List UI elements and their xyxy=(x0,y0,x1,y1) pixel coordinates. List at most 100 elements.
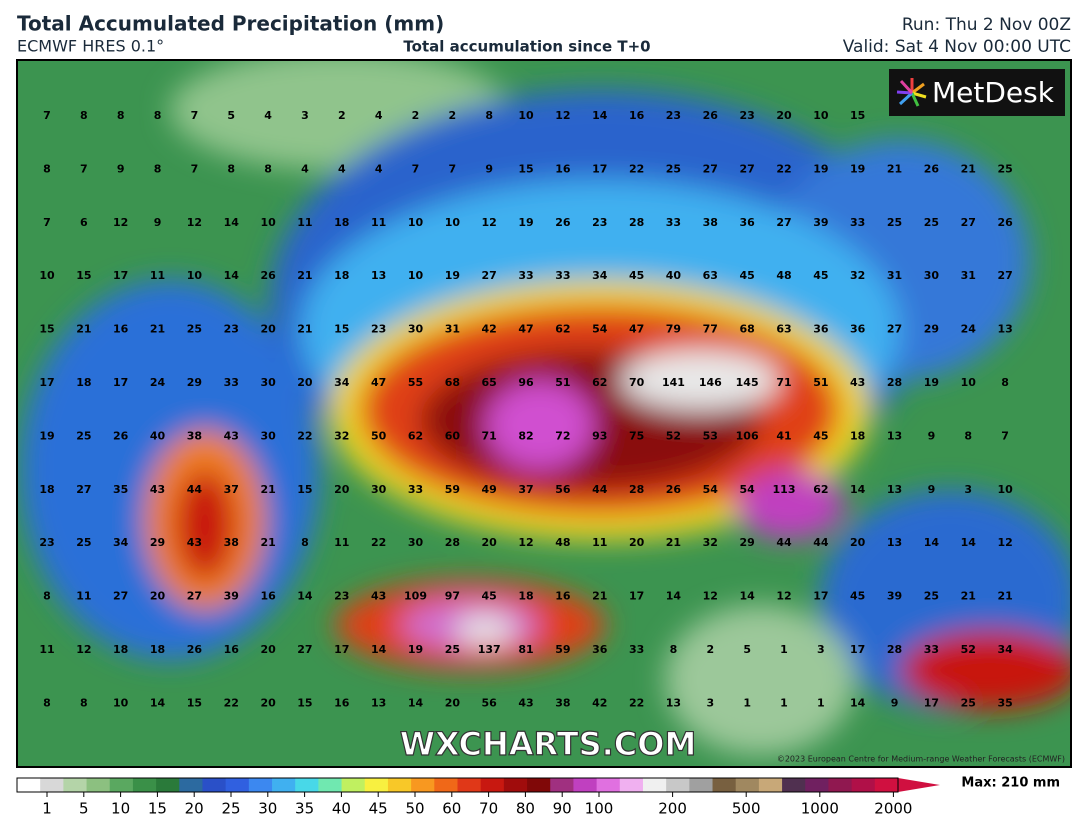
grid-value: 14 xyxy=(371,643,387,656)
grid-value: 4 xyxy=(375,109,383,122)
grid-value: 13 xyxy=(997,323,1012,336)
grid-value: 54 xyxy=(739,483,755,496)
grid-value: 16 xyxy=(629,109,645,122)
grid-value: 1 xyxy=(743,696,751,709)
grid-value: 22 xyxy=(371,536,386,549)
colorbar-swatch xyxy=(179,778,203,792)
grid-value: 59 xyxy=(445,483,460,496)
grid-value: 12 xyxy=(518,536,533,549)
grid-value: 33 xyxy=(555,269,570,282)
grid-value: 79 xyxy=(666,323,681,336)
grid-value: 33 xyxy=(629,643,644,656)
grid-value: 18 xyxy=(113,643,128,656)
grid-value: 35 xyxy=(113,483,128,496)
grid-value: 7 xyxy=(449,162,457,175)
grid-value: 27 xyxy=(997,269,1012,282)
colorbar-swatch xyxy=(828,778,853,792)
grid-value: 18 xyxy=(39,483,54,496)
grid-value: 14 xyxy=(224,269,240,282)
grid-value: 7 xyxy=(1001,429,1009,442)
grid-value: 8 xyxy=(227,162,235,175)
colorbar-tick-label: 10 xyxy=(111,800,130,818)
colorbar-tick-label: 60 xyxy=(442,800,461,818)
colorbar-tick-label: 50 xyxy=(405,800,424,818)
grid-value: 62 xyxy=(813,483,828,496)
title: Total Accumulated Precipitation (mm) xyxy=(17,12,444,36)
grid-value: 14 xyxy=(592,109,608,122)
colorbar-swatch xyxy=(411,778,435,792)
grid-value: 25 xyxy=(961,696,976,709)
colorbar-swatch xyxy=(387,778,412,792)
grid-value: 145 xyxy=(736,376,759,389)
grid-value: 17 xyxy=(592,162,607,175)
grid-value: 47 xyxy=(371,376,386,389)
grid-value: 55 xyxy=(408,376,423,389)
colorbar-swatch xyxy=(248,778,273,792)
grid-value: 19 xyxy=(850,162,865,175)
colorbar-swatch xyxy=(17,778,41,792)
grid-value: 2 xyxy=(706,643,714,656)
colorbar-tick-label: 70 xyxy=(479,800,498,818)
grid-value: 21 xyxy=(666,536,681,549)
grid-value: 8 xyxy=(154,162,162,175)
grid-value: 12 xyxy=(555,109,570,122)
grid-value: 13 xyxy=(371,269,386,282)
grid-value: 23 xyxy=(334,590,349,603)
grid-value: 56 xyxy=(482,696,498,709)
grid-value: 12 xyxy=(187,216,202,229)
grid-value: 36 xyxy=(739,216,755,229)
grid-value: 38 xyxy=(224,536,239,549)
grid-value: 9 xyxy=(485,162,493,175)
grid-value: 22 xyxy=(629,162,644,175)
colorbar-tick-label: 25 xyxy=(221,800,240,818)
colorbar-tick-label: 100 xyxy=(585,800,614,818)
grid-value: 20 xyxy=(297,376,313,389)
colorbar-swatch xyxy=(851,778,876,792)
grid-value: 25 xyxy=(76,536,91,549)
grid-value: 26 xyxy=(113,429,129,442)
grid-value: 31 xyxy=(445,323,460,336)
colorbar-swatch xyxy=(527,778,551,792)
grid-value: 34 xyxy=(592,269,608,282)
map: MetDesk WXCHARTS.COM ©2023 European Cent… xyxy=(17,60,1071,767)
grid-value: 8 xyxy=(964,429,972,442)
grid-value: 15 xyxy=(518,162,533,175)
grid-value: 14 xyxy=(224,216,240,229)
grid-value: 33 xyxy=(408,483,423,496)
grid-value: 8 xyxy=(43,590,51,603)
grid-value: 21 xyxy=(961,590,976,603)
grid-value: 11 xyxy=(334,536,349,549)
grid-value: 36 xyxy=(813,323,829,336)
grid-value: 8 xyxy=(43,162,51,175)
grid-value: 15 xyxy=(187,696,202,709)
grid-value: 22 xyxy=(297,429,312,442)
grid-value: 54 xyxy=(703,483,719,496)
colorbar-swatch xyxy=(457,778,482,792)
grid-value: 44 xyxy=(592,483,608,496)
grid-value: 26 xyxy=(555,216,571,229)
grid-value: 43 xyxy=(371,590,386,603)
grid-value: 11 xyxy=(592,536,607,549)
colorbar-swatch xyxy=(666,778,690,792)
grid-value: 45 xyxy=(629,269,644,282)
grid-value: 27 xyxy=(776,216,791,229)
colorbar-tick-label: 200 xyxy=(658,800,687,818)
grid-value: 32 xyxy=(850,269,865,282)
grid-value: 22 xyxy=(629,696,644,709)
grid-value: 65 xyxy=(482,376,497,389)
grid-value: 12 xyxy=(76,643,91,656)
grid-value: 15 xyxy=(334,323,349,336)
grid-value: 71 xyxy=(482,429,497,442)
grid-value: 17 xyxy=(850,643,865,656)
grid-value: 17 xyxy=(629,590,644,603)
grid-value: 23 xyxy=(739,109,754,122)
grid-value: 60 xyxy=(445,429,461,442)
grid-value: 49 xyxy=(482,483,497,496)
grid-value: 26 xyxy=(260,269,276,282)
grid-value: 27 xyxy=(703,162,718,175)
grid-value: 37 xyxy=(224,483,239,496)
colorbar-swatch xyxy=(480,778,505,792)
grid-value: 33 xyxy=(666,216,681,229)
grid-value: 7 xyxy=(43,216,51,229)
grid-value: 2 xyxy=(338,109,346,122)
